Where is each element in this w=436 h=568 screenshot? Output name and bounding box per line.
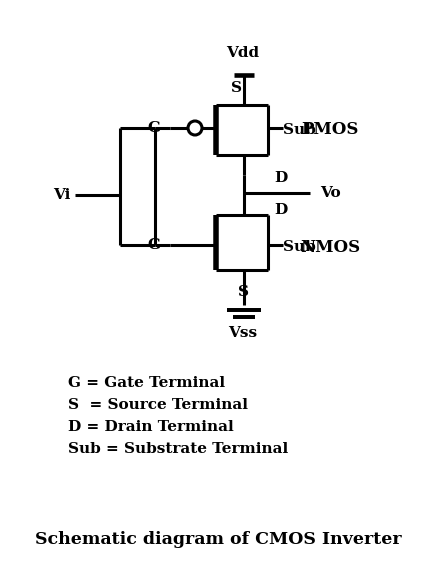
Text: NMOS: NMOS [300, 239, 360, 256]
Text: Vi: Vi [53, 188, 70, 202]
Text: PMOS: PMOS [301, 122, 359, 139]
Text: D = Drain Terminal: D = Drain Terminal [68, 420, 234, 434]
Text: Vo: Vo [320, 186, 341, 200]
Text: Vss: Vss [228, 326, 258, 340]
Text: D: D [274, 171, 287, 185]
Text: Schematic diagram of CMOS Inverter: Schematic diagram of CMOS Inverter [35, 532, 401, 549]
Text: S: S [231, 81, 242, 95]
Text: Sub: Sub [283, 123, 316, 137]
Text: G = Gate Terminal: G = Gate Terminal [68, 376, 225, 390]
Text: S: S [238, 285, 249, 299]
Text: Sub: Sub [283, 240, 316, 254]
Text: G: G [147, 121, 160, 135]
Text: D: D [274, 203, 287, 217]
Text: Sub = Substrate Terminal: Sub = Substrate Terminal [68, 442, 288, 456]
Text: S  = Source Terminal: S = Source Terminal [68, 398, 248, 412]
Text: Vdd: Vdd [226, 46, 259, 60]
Text: G: G [147, 238, 160, 252]
